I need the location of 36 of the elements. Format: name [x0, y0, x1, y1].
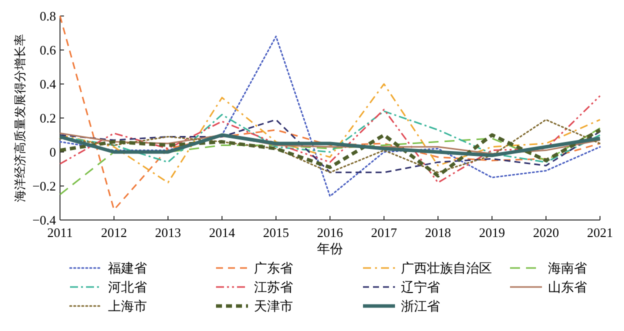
line-series — [58, 128, 602, 178]
legend-label: 山东省 — [548, 280, 587, 295]
legend-label: 江苏省 — [254, 280, 293, 295]
legend-label: 广西壮族自治区 — [401, 260, 492, 276]
x-tick-label: 2013 — [155, 225, 181, 240]
legend-label: 浙江省 — [401, 298, 440, 314]
y-tick-label: −0.4 — [32, 212, 56, 228]
y-tick-label: 0 — [50, 144, 56, 160]
y-tick-label: −0.2 — [32, 178, 56, 194]
legend-label: 福建省 — [108, 260, 147, 276]
x-tick-label: 2018 — [425, 225, 451, 240]
line-series — [59, 15, 601, 211]
y-tick-label: 0.6 — [40, 42, 56, 58]
x-tick-label: 2017 — [371, 225, 398, 240]
x-tick-label: 2021 — [587, 225, 613, 240]
x-tick-label: 2015 — [263, 225, 289, 240]
x-tick-label: 2019 — [479, 225, 505, 240]
y-tick-label: 0.4 — [40, 76, 56, 92]
line-series — [59, 127, 601, 196]
x-tick-label: 2012 — [101, 225, 127, 240]
legend-label: 海南省 — [548, 260, 587, 276]
y-tick-label: 0.8 — [40, 8, 56, 24]
x-tick-label: 2016 — [317, 225, 344, 240]
y-tick-label: 0.2 — [40, 110, 56, 126]
x-tick-label: 2011 — [47, 225, 73, 240]
legend-label: 河北省 — [108, 280, 147, 295]
line-series — [59, 118, 601, 174]
legend-label: 天津市 — [254, 298, 293, 314]
legend-label: 上海市 — [108, 298, 147, 314]
x-tick-label: 2014 — [209, 225, 236, 240]
x-tick-label: 2020 — [533, 225, 559, 240]
legend-label: 广东省 — [254, 260, 293, 276]
line-series — [59, 36, 601, 197]
y-axis-title: 海洋经济高质量发展得分增长率 — [13, 34, 27, 202]
legend-label: 辽宁省 — [401, 280, 440, 295]
x-axis-title: 年份 — [317, 241, 343, 256]
